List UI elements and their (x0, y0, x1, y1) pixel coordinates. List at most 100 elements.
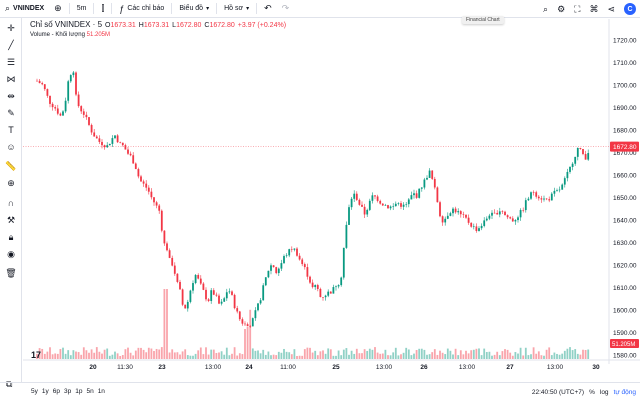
candle-body (348, 207, 350, 225)
candle-body (316, 285, 319, 289)
brush-icon[interactable]: ✎ (7, 107, 15, 118)
range-5n[interactable]: 5n (86, 388, 94, 395)
candle-body (194, 275, 197, 284)
volume-bar (134, 350, 137, 359)
share-icon[interactable]: ⋖ (607, 3, 615, 14)
candle-body (184, 304, 187, 309)
volume-bar (509, 352, 512, 359)
range-1p[interactable]: 1p (75, 388, 83, 395)
zoom-in-icon[interactable]: ⊕ (7, 177, 15, 188)
time-tick-label: 26 (420, 364, 428, 371)
range-3p[interactable]: 3p (63, 388, 72, 395)
candle-body (264, 277, 267, 286)
candle-body (335, 286, 337, 288)
clock[interactable]: 22:40:50 (UTC+7) (531, 388, 585, 396)
candle-type-button[interactable]: ⫿ (96, 0, 109, 18)
candle-body (327, 291, 330, 296)
candle-body (205, 289, 207, 300)
emoji-icon[interactable]: ☺ (6, 142, 16, 152)
price-chart[interactable]: 1580.00 1590.00 1600.00 1610.00 1620.00 1630.… (23, 19, 640, 382)
text-icon[interactable]: T (8, 125, 14, 135)
camera-icon[interactable]: ⌘ (589, 3, 599, 14)
candle-body (363, 206, 366, 215)
lock-icon[interactable]: 🔒︎ (8, 231, 14, 242)
range-1y[interactable]: 1y (41, 388, 49, 395)
volume-bar (574, 349, 577, 359)
candle-body (103, 145, 106, 148)
time-tick-label: 27 (506, 364, 514, 371)
volume-bar (142, 349, 145, 359)
symbol-search[interactable]: ⌕ VNINDEX (0, 0, 49, 18)
volume-bar (561, 353, 564, 359)
candle-body (163, 230, 166, 244)
crosshair-icon[interactable]: ✛ (7, 22, 15, 33)
volume-bar (511, 355, 514, 359)
volume-bar (293, 349, 296, 359)
compare-button[interactable]: ⊕ (49, 0, 67, 18)
candle-body (576, 147, 579, 157)
chart-type-button[interactable]: Biểu đồ ▾ (174, 0, 214, 18)
candle-body (550, 193, 553, 201)
trash-icon[interactable]: 🗑︎ (5, 267, 17, 278)
percent-toggle[interactable]: % (589, 388, 595, 396)
undo-button[interactable]: ↶ (259, 0, 277, 18)
volume-bar (548, 347, 551, 359)
price-tick-label: 1690.00 (613, 105, 637, 112)
candle-body (459, 211, 462, 215)
interval-button[interactable]: 5m (76, 5, 87, 12)
price-tick-label: 1670.00 (613, 150, 637, 157)
volume-bar (95, 347, 98, 359)
volume-bar (166, 289, 168, 359)
volume-bar (368, 348, 371, 359)
log-toggle[interactable]: log (599, 388, 609, 396)
magnet-icon[interactable]: ∩ (7, 198, 15, 208)
time-tick-label: 30 (592, 364, 600, 371)
candle-body (69, 75, 72, 82)
open-value: 1673.31 (110, 22, 136, 29)
fullscreen-icon[interactable]: ⛶ (574, 3, 581, 14)
range-6p[interactable]: 6p (52, 388, 60, 395)
volume-bar (132, 355, 135, 359)
pattern-icon[interactable]: ⋈ (6, 73, 16, 84)
trend-line-icon[interactable]: ╱ (8, 39, 14, 50)
candle-body (212, 290, 215, 295)
object-tree-icon[interactable]: ⧉ (6, 379, 13, 389)
redo-button[interactable]: ↷ (277, 0, 295, 18)
eye-icon[interactable]: ◉ (7, 248, 15, 259)
candle-body (569, 166, 571, 172)
range-5y[interactable]: 5y (31, 388, 38, 395)
quick-search-icon[interactable]: ⌕ (543, 3, 549, 14)
candle-body (51, 103, 54, 108)
candle-body (384, 205, 387, 206)
candle-body (43, 84, 46, 90)
volume-bar (493, 354, 496, 359)
volume-bar (316, 355, 319, 359)
candle-body (511, 218, 514, 222)
volume-bar (270, 355, 272, 359)
time-tick-label: 13:00 (376, 364, 393, 371)
auto-toggle[interactable]: tự động (613, 388, 636, 396)
price-tick-label: 1610.00 (613, 285, 637, 292)
range-1n[interactable]: 1n (97, 388, 105, 395)
candle-body (374, 195, 376, 197)
candle-body (101, 141, 103, 146)
gear-icon[interactable]: ⚙ (557, 3, 566, 14)
candle-body (106, 145, 109, 148)
candle-body (561, 184, 564, 190)
lock-drawing-icon[interactable]: ⚒ (6, 214, 16, 225)
ruler-icon[interactable]: 📏 (5, 160, 17, 171)
candle-body (371, 195, 374, 201)
measure-icon[interactable]: ⇹ (7, 90, 15, 101)
fib-icon[interactable]: ☰ (6, 56, 16, 67)
candle-body (509, 217, 512, 219)
candle-body (423, 179, 426, 188)
volume-bar (345, 348, 348, 359)
volume-bar (127, 347, 129, 359)
candle-body (402, 204, 405, 207)
indicators-button[interactable]: ƒ Các chỉ báo (114, 0, 169, 18)
volume-bar (64, 353, 67, 359)
profile-button[interactable]: Hồ sơ ▾ (219, 0, 254, 18)
volume-value: 51.205M (86, 32, 111, 38)
volume-bar (527, 355, 530, 359)
candle-body (119, 142, 122, 143)
